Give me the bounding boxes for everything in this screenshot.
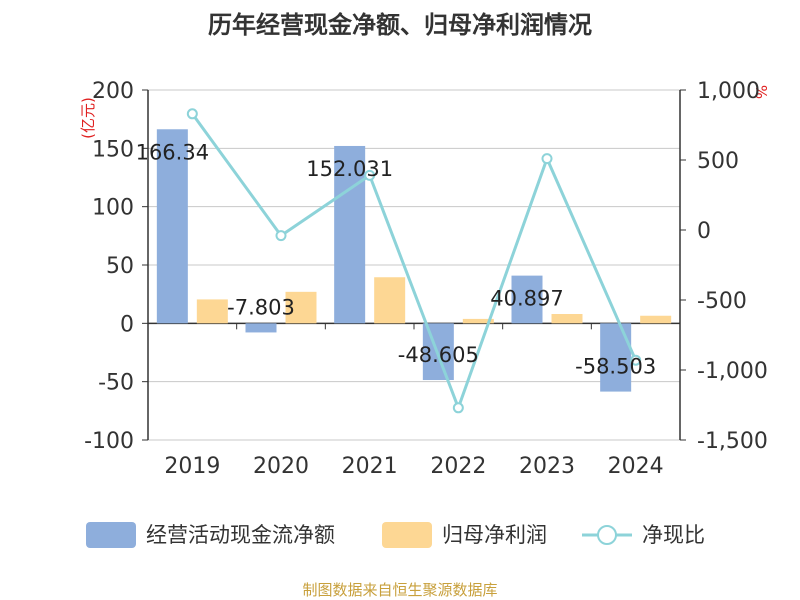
x-tick-label: 2022 [430, 454, 486, 479]
net-profit-bar [462, 318, 494, 324]
legend-swatch-net-profit [382, 522, 432, 548]
cash-flow-bar [334, 145, 366, 324]
right-tick-label: 500 [697, 149, 739, 174]
cash-flow-data-label: 40.897 [490, 287, 563, 311]
ratio-point [630, 354, 642, 366]
left-tick-label: 200 [92, 79, 134, 104]
chart-title: 历年经营现金净额、归母净利润情况 [208, 11, 592, 39]
left-tick-label: -50 [98, 371, 134, 396]
right-tick-label: -500 [697, 289, 747, 314]
ratio-line [191, 112, 638, 410]
legend-swatch-cash-flow [86, 522, 136, 548]
ratio-point [186, 108, 198, 120]
line-series [186, 108, 642, 414]
right-tick-label: -1,500 [697, 429, 768, 454]
cash-flow-data-label: -48.605 [398, 343, 479, 367]
left-tick-label: 150 [92, 137, 134, 162]
legend-label-cash-flow: 经营活动现金流净额 [146, 523, 335, 547]
tick-labels: 200150100500-50-1001,0005000-500-1,000-1… [84, 79, 768, 479]
x-tick-label: 2020 [253, 454, 309, 479]
net-profit-bar [196, 299, 228, 324]
cash-flow-bar [156, 129, 188, 324]
cash-flow-bar [245, 323, 277, 333]
cash-flow-data-label: -7.803 [227, 295, 295, 319]
legend: 经营活动现金流净额 归母净利润 净现比 [86, 522, 705, 548]
right-tick-label: 1,000 [697, 79, 760, 104]
right-tick-label: -1,000 [697, 359, 768, 384]
data-labels: 166.34 -7.803 152.031 -48.605 40.897 -58.503 [136, 140, 657, 378]
cash-flow-data-label: 152.031 [306, 157, 393, 181]
ratio-point [364, 169, 376, 181]
x-tick-label: 2021 [342, 454, 398, 479]
net-profit-bar [374, 277, 406, 324]
ratio-point [541, 153, 553, 165]
left-tick-label: 0 [120, 312, 134, 337]
left-axis-unit: (亿元) [79, 97, 97, 139]
net-profit-bar [285, 291, 317, 324]
source-note: 制图数据来自恒生聚源数据库 [302, 581, 497, 599]
net-profit-bar [551, 314, 583, 324]
ratio-point [452, 402, 464, 414]
cash-flow-data-label: 166.34 [136, 140, 209, 164]
legend-label-ratio: 净现比 [642, 523, 705, 547]
cash-flow-bar [511, 275, 543, 324]
gridlines [148, 89, 680, 441]
ratio-point [275, 230, 287, 242]
cash-flow-data-label: -58.503 [575, 355, 656, 379]
net-profit-bar [640, 315, 672, 324]
x-tick-label: 2019 [164, 454, 220, 479]
right-tick-label: 0 [697, 219, 711, 244]
left-tick-label: -100 [84, 429, 134, 454]
right-axis-unit: % [752, 85, 770, 99]
left-tick-label: 100 [92, 196, 134, 221]
legend-label-net-profit: 归母净利润 [442, 523, 547, 547]
axes [142, 89, 686, 441]
x-tick-label: 2024 [608, 454, 664, 479]
x-tick-label: 2023 [519, 454, 575, 479]
legend-marker-ratio [597, 525, 617, 545]
left-tick-label: 50 [106, 254, 134, 279]
